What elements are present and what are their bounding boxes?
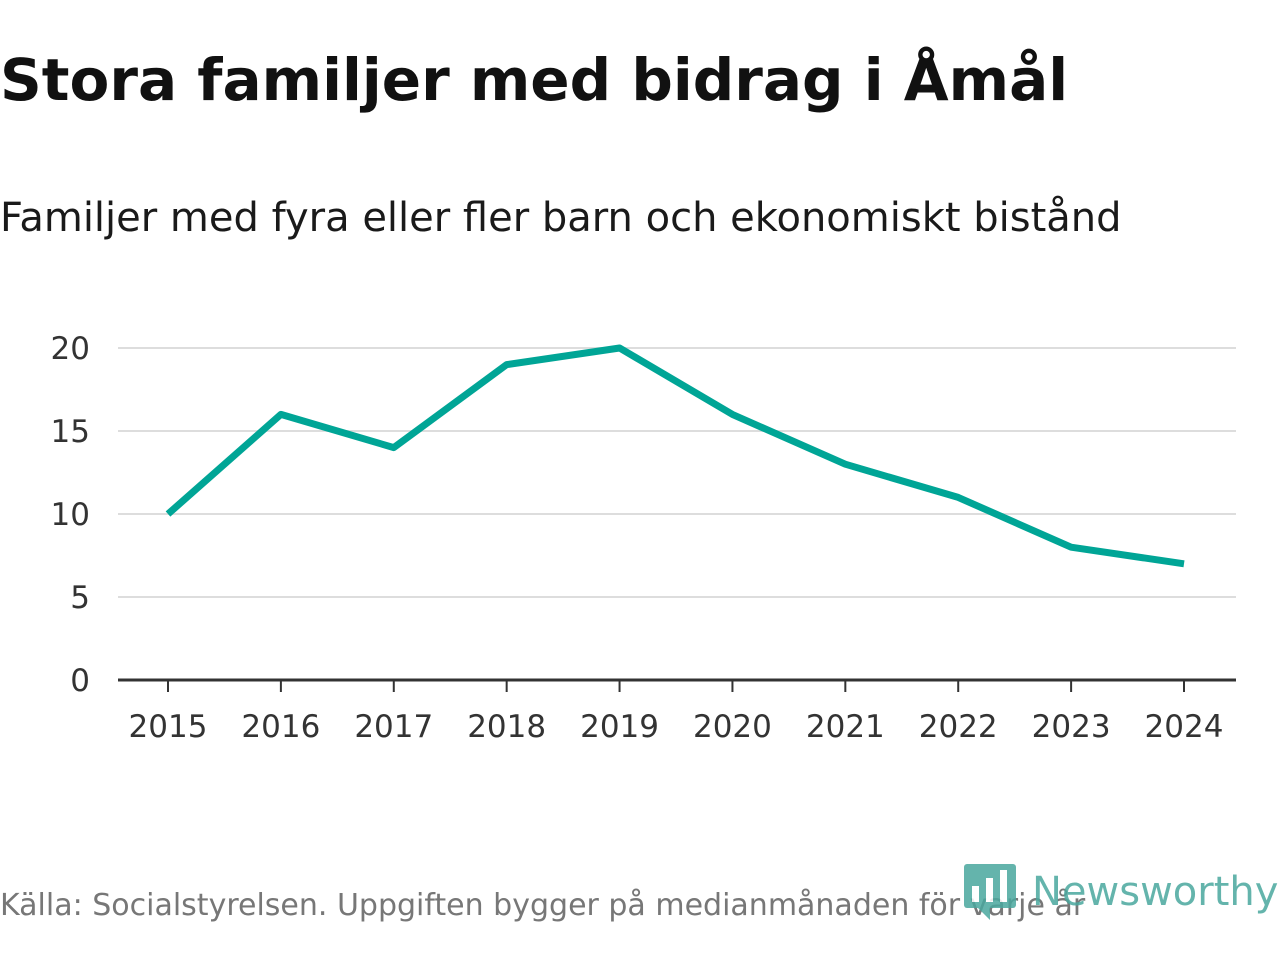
chart-subtitle: Familjer med fyra eller fler barn och ek… [0, 195, 1122, 241]
y-tick-label: 15 [51, 414, 90, 450]
x-tick-label: 2023 [1032, 709, 1111, 745]
x-tick-label: 2017 [354, 709, 433, 745]
x-tick-label: 2021 [806, 709, 885, 745]
newsworthy-logo: Newsworthy [964, 864, 1278, 920]
chart-title: Stora familjer med bidrag i Åmål [0, 46, 1069, 114]
x-tick-label: 2022 [919, 709, 998, 745]
y-tick-label: 0 [70, 663, 90, 699]
gridlines [118, 347, 1236, 598]
x-tick-label: 2016 [241, 709, 320, 745]
newsworthy-logo-text: Newsworthy [1032, 869, 1279, 915]
y-tick-label: 10 [51, 497, 90, 533]
x-tick-label: 2015 [129, 709, 208, 745]
x-axis-ticks: 2015 2016 2017 2018 2019 2020 2021 2022 2023 2024 [129, 680, 1224, 745]
x-tick-label: 2024 [1145, 709, 1224, 745]
series-line-0 [165, 344, 1185, 568]
y-tick-label: 20 [51, 331, 90, 367]
newsworthy-logo-icon [964, 864, 1016, 920]
x-tick-label: 2019 [580, 709, 659, 745]
x-tick-label: 2020 [693, 709, 772, 745]
y-tick-label: 5 [70, 580, 90, 616]
y-axis-ticks: 0 5 10 15 20 [51, 331, 90, 699]
x-tick-label: 2018 [467, 709, 546, 745]
series-layer [165, 344, 1185, 568]
source-note: Källa: Socialstyrelsen. Uppgiften bygger… [0, 888, 1086, 923]
